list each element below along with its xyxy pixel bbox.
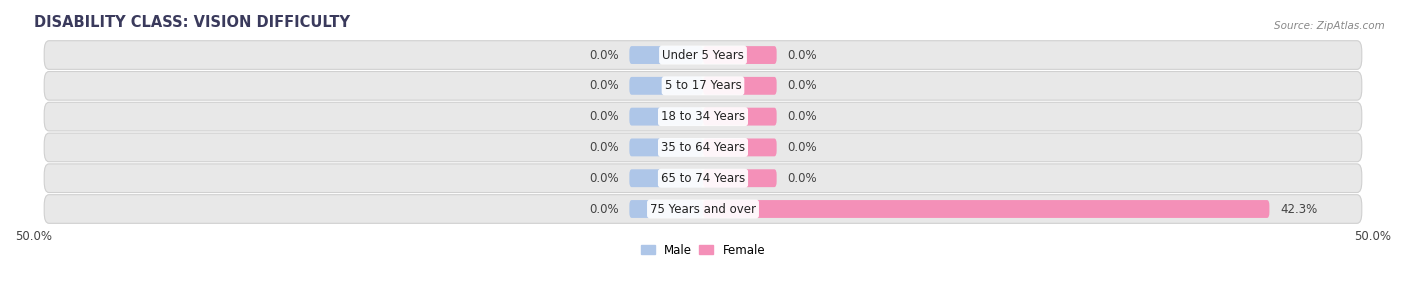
Text: 0.0%: 0.0%	[787, 48, 817, 62]
FancyBboxPatch shape	[44, 164, 1362, 192]
Legend: Male, Female: Male, Female	[636, 239, 770, 261]
FancyBboxPatch shape	[44, 195, 1362, 223]
FancyBboxPatch shape	[703, 77, 776, 95]
Text: 65 to 74 Years: 65 to 74 Years	[661, 172, 745, 185]
Text: 18 to 34 Years: 18 to 34 Years	[661, 110, 745, 123]
FancyBboxPatch shape	[703, 46, 776, 64]
FancyBboxPatch shape	[630, 169, 703, 187]
FancyBboxPatch shape	[703, 138, 776, 156]
FancyBboxPatch shape	[630, 200, 703, 218]
Text: 5 to 17 Years: 5 to 17 Years	[665, 79, 741, 92]
Text: 0.0%: 0.0%	[589, 79, 619, 92]
FancyBboxPatch shape	[630, 108, 703, 126]
FancyBboxPatch shape	[630, 138, 703, 156]
Text: 42.3%: 42.3%	[1279, 203, 1317, 216]
FancyBboxPatch shape	[44, 133, 1362, 162]
FancyBboxPatch shape	[703, 108, 776, 126]
Text: 0.0%: 0.0%	[589, 172, 619, 185]
Text: Source: ZipAtlas.com: Source: ZipAtlas.com	[1274, 21, 1385, 31]
Text: 75 Years and over: 75 Years and over	[650, 203, 756, 216]
FancyBboxPatch shape	[44, 71, 1362, 100]
Text: 0.0%: 0.0%	[787, 79, 817, 92]
Text: 0.0%: 0.0%	[787, 141, 817, 154]
Text: 0.0%: 0.0%	[787, 172, 817, 185]
FancyBboxPatch shape	[44, 41, 1362, 69]
FancyBboxPatch shape	[703, 169, 776, 187]
Text: 0.0%: 0.0%	[589, 203, 619, 216]
FancyBboxPatch shape	[630, 46, 703, 64]
Text: 0.0%: 0.0%	[589, 110, 619, 123]
FancyBboxPatch shape	[703, 200, 1270, 218]
Text: 0.0%: 0.0%	[589, 141, 619, 154]
Text: 35 to 64 Years: 35 to 64 Years	[661, 141, 745, 154]
Text: Under 5 Years: Under 5 Years	[662, 48, 744, 62]
Text: 0.0%: 0.0%	[589, 48, 619, 62]
FancyBboxPatch shape	[630, 77, 703, 95]
Text: DISABILITY CLASS: VISION DIFFICULTY: DISABILITY CLASS: VISION DIFFICULTY	[34, 15, 350, 30]
Text: 0.0%: 0.0%	[787, 110, 817, 123]
FancyBboxPatch shape	[44, 102, 1362, 131]
